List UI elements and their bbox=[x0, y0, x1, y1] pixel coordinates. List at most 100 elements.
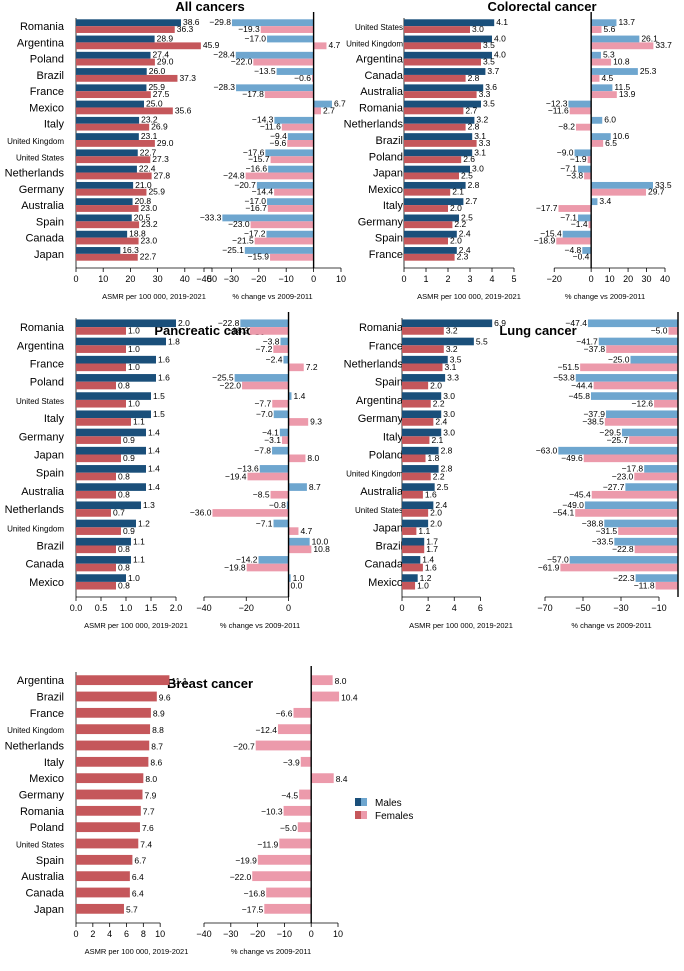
change-value-males: −49.0 bbox=[562, 500, 584, 510]
asmr-value-females: 3.0 bbox=[472, 24, 484, 34]
change-tick-label: 20 bbox=[623, 274, 633, 284]
asmr-value-females: 5.7 bbox=[126, 905, 138, 915]
panel-title: Pancreatic cancer bbox=[154, 323, 265, 338]
asmr-tick-label: 6 bbox=[124, 929, 129, 939]
change-value-females: −19.3 bbox=[238, 24, 260, 34]
change-value-females: −22.8 bbox=[612, 544, 634, 554]
asmr-bar-males bbox=[76, 556, 131, 564]
asmr-value-males: 4.0 bbox=[494, 33, 506, 43]
change-value-males: −9.0 bbox=[557, 147, 574, 157]
asmr-value-females: 3.3 bbox=[479, 89, 491, 99]
asmr-bar-males bbox=[76, 465, 146, 473]
change-bar-females bbox=[270, 156, 314, 164]
change-value-females: −8.5 bbox=[253, 490, 270, 500]
change-bar-males bbox=[234, 374, 289, 382]
change-value-females: 33.7 bbox=[655, 40, 672, 50]
country-label: Germany bbox=[19, 431, 65, 443]
change-bar-males bbox=[240, 319, 289, 328]
asmr-value-males: 6.9 bbox=[494, 318, 506, 328]
change-value-females: −44.4 bbox=[571, 380, 593, 390]
change-value-males: −14.3 bbox=[252, 115, 274, 125]
change-bar-males bbox=[591, 19, 617, 27]
change-value-females: −36.0 bbox=[190, 508, 212, 518]
change-value-females: −10.3 bbox=[261, 807, 283, 817]
country-label: Spain bbox=[36, 216, 64, 228]
asmr-value-females: 0.8 bbox=[118, 581, 130, 591]
asmr-bar-males bbox=[402, 501, 434, 510]
change-value-females: 7.2 bbox=[306, 362, 318, 372]
change-value-females: −51.5 bbox=[558, 362, 580, 372]
change-bar-males bbox=[591, 116, 603, 124]
asmr-value-females: 2.0 bbox=[430, 508, 442, 518]
country-label: Romania bbox=[359, 102, 404, 114]
asmr-bar-females bbox=[404, 91, 477, 99]
asmr-bar-males bbox=[402, 519, 429, 528]
country-label: Mexico bbox=[368, 184, 403, 196]
change-bar-males bbox=[578, 214, 592, 222]
change-tick-label: −20 bbox=[251, 274, 266, 284]
change-bar-males bbox=[265, 149, 314, 157]
change-value-females: −17.8 bbox=[242, 89, 264, 99]
change-bar-females bbox=[634, 472, 678, 481]
change-value-males: −33.5 bbox=[592, 537, 614, 547]
asmr-bar-males bbox=[402, 556, 421, 564]
change-bar-males bbox=[274, 116, 314, 124]
change-value-females: 8.0 bbox=[307, 453, 319, 463]
change-value-males: −53.8 bbox=[553, 373, 575, 383]
change-bar-males bbox=[591, 84, 613, 92]
change-bar-males bbox=[266, 230, 314, 238]
asmr-tick-label: 1.0 bbox=[120, 603, 133, 613]
change-bar-males bbox=[614, 537, 678, 546]
asmr-value-females: 0.9 bbox=[123, 526, 135, 536]
asmr-bar-males bbox=[402, 355, 448, 364]
panel-colorectal-cancer: Colorectal cancer 0 1 2 3 4 5 ASMR per 100 000,… bbox=[344, 0, 673, 301]
change-value-females: 10.4 bbox=[341, 692, 358, 702]
change-bar-females bbox=[558, 205, 592, 212]
change-value-males: −13.5 bbox=[254, 66, 276, 76]
change-value-males: −17.0 bbox=[245, 196, 267, 206]
asmr-bar-males bbox=[76, 68, 147, 75]
change-bar-females bbox=[242, 381, 289, 390]
change-bar-females bbox=[591, 58, 612, 66]
change-bar-males bbox=[256, 181, 314, 189]
legend-label-females: Females bbox=[375, 811, 413, 822]
asmr-tick-label: 4 bbox=[489, 274, 494, 284]
change-bar-males bbox=[268, 165, 314, 173]
asmr-value-males: 4.0 bbox=[494, 50, 506, 60]
change-value-females: −8.2 bbox=[558, 122, 575, 132]
change-tick-label: 40 bbox=[660, 274, 670, 284]
asmr-value-males: 5.5 bbox=[476, 336, 488, 346]
change-value-females: −22.0 bbox=[220, 380, 242, 390]
change-tick-label: −30 bbox=[224, 274, 239, 284]
asmr-bar-males bbox=[404, 19, 495, 27]
asmr-bar-males bbox=[402, 537, 425, 546]
change-bar-females bbox=[246, 563, 289, 572]
asmr-value-females: 1.0 bbox=[417, 581, 429, 591]
asmr-value-females: 2.1 bbox=[431, 435, 443, 445]
asmr-value-females: 3.3 bbox=[479, 138, 491, 148]
panel-lung-cancer: Lung cancer 0 2 4 6 ASMR per 100 000, 2019-20… bbox=[344, 312, 679, 630]
asmr-value-females: 2.4 bbox=[435, 417, 447, 427]
change-value-females: −61.9 bbox=[538, 562, 560, 572]
change-bar-females bbox=[252, 871, 312, 882]
change-tick-label: 10 bbox=[333, 929, 343, 939]
asmr-bar-males bbox=[76, 392, 151, 400]
change-tick-label: 10 bbox=[605, 274, 615, 284]
change-bar-males bbox=[621, 428, 678, 437]
change-value-males: −20.7 bbox=[234, 180, 256, 190]
change-value-females: −18.3 bbox=[227, 326, 249, 336]
country-label: Japan bbox=[373, 522, 403, 534]
asmr-value-females: 6.4 bbox=[132, 872, 144, 882]
change-bar-females bbox=[279, 838, 312, 849]
asmr-value-females: 0.8 bbox=[118, 471, 130, 481]
change-value-females: −19.8 bbox=[224, 562, 246, 572]
panel-pancreatic-cancer: Pancreatic cancer 0.0 0.5 1.0 1.5 2.0 ASMR per… bbox=[5, 312, 330, 630]
change-value-males: −25.1 bbox=[222, 245, 244, 255]
change-bar-males bbox=[288, 574, 291, 582]
panel-title: Lung cancer bbox=[499, 323, 576, 338]
asmr-value-males: 1.6 bbox=[158, 373, 170, 383]
change-value-females: −12.6 bbox=[632, 399, 654, 409]
asmr-bar-females bbox=[76, 205, 139, 212]
change-value-males: −0.8 bbox=[269, 500, 286, 510]
